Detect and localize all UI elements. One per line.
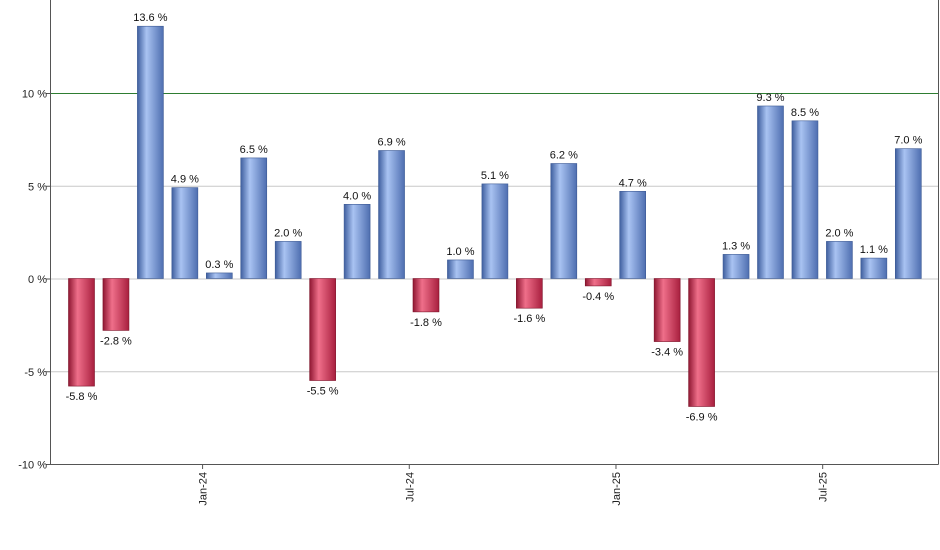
y-tick-label: 5 % [28,181,47,193]
bar-positive [274,241,302,279]
bar-positive [894,148,922,279]
bar-value-label: -1.8 % [410,317,442,329]
bar-value-label: 7.0 % [894,135,922,147]
bar-positive [447,259,474,279]
bar-negative [68,278,95,387]
bar-negative [584,278,612,287]
bar-value-label: -1.6 % [513,313,545,325]
bar-positive [550,163,578,279]
x-tick-label: Jan-25 [611,472,623,506]
bar-negative [102,278,130,331]
bar-positive [860,257,888,279]
bar-value-label: -0.4 % [582,291,614,303]
bar-value-label: 4.0 % [343,190,371,202]
bar-positive [791,120,819,279]
x-tick-label: Jul-24 [404,472,416,502]
bar-positive [378,150,405,279]
bar-negative [688,278,715,407]
bar-positive [826,241,853,279]
bar-value-label: 1.1 % [860,244,888,256]
bar-positive [757,105,784,279]
bar-value-label: 4.9 % [171,174,199,186]
bar-value-label: 9.3 % [756,92,784,104]
x-tick-label: Jul-25 [818,472,830,502]
y-tick-label: -10 % [18,460,47,472]
bar-value-label: -2.8 % [100,335,132,347]
y-tick-label: 0 % [28,274,47,286]
bar-value-label: -3.4 % [651,347,683,359]
bar-positive [240,157,268,279]
bar-positive [171,187,199,279]
bar-value-label: -6.9 % [686,411,718,423]
bar-negative [653,278,681,342]
bar-value-label: 6.2 % [550,149,578,161]
bar-value-label: -5.5 % [307,386,339,398]
bar-positive [722,254,750,279]
axes: 10 % 5 % 0 % -5 % -10 % Jan-24 Jul-24 Jan-25 Jul… [18,0,939,506]
bar-negative [412,278,440,313]
bar-value-label: 4.7 % [619,177,647,189]
bar-value-label: 5.1 % [481,170,509,182]
bar-value-label: 2.0 % [825,227,853,239]
bar-positive [343,204,371,279]
data-labels: -5.8 % -2.8 % 13.6 % 4.9 % 0.3 % 6.5 % 2.0 % -5… [66,12,923,423]
y-tick-label: 10 % [22,89,47,101]
bar-positive [137,25,164,279]
x-tick-label: Jan-24 [198,472,210,506]
bar-positive [619,191,647,279]
y-tick-label: -5 % [24,367,47,379]
bar-negative [309,278,336,381]
bar-value-label: 2.0 % [274,227,302,239]
bar-positive [206,272,233,279]
bar-value-label: 0.3 % [205,259,233,271]
bar-value-label: 6.5 % [240,144,268,156]
bar-value-label: 6.9 % [377,137,405,149]
bar-value-label: -5.8 % [66,391,98,403]
bar-value-label: 1.3 % [722,240,750,252]
bars [68,25,922,407]
bar-negative [516,278,543,309]
bar-value-label: 8.5 % [791,107,819,119]
bar-value-label: 1.0 % [446,246,474,258]
bar-positive [481,183,509,279]
bar-value-label: 13.6 % [133,12,167,24]
